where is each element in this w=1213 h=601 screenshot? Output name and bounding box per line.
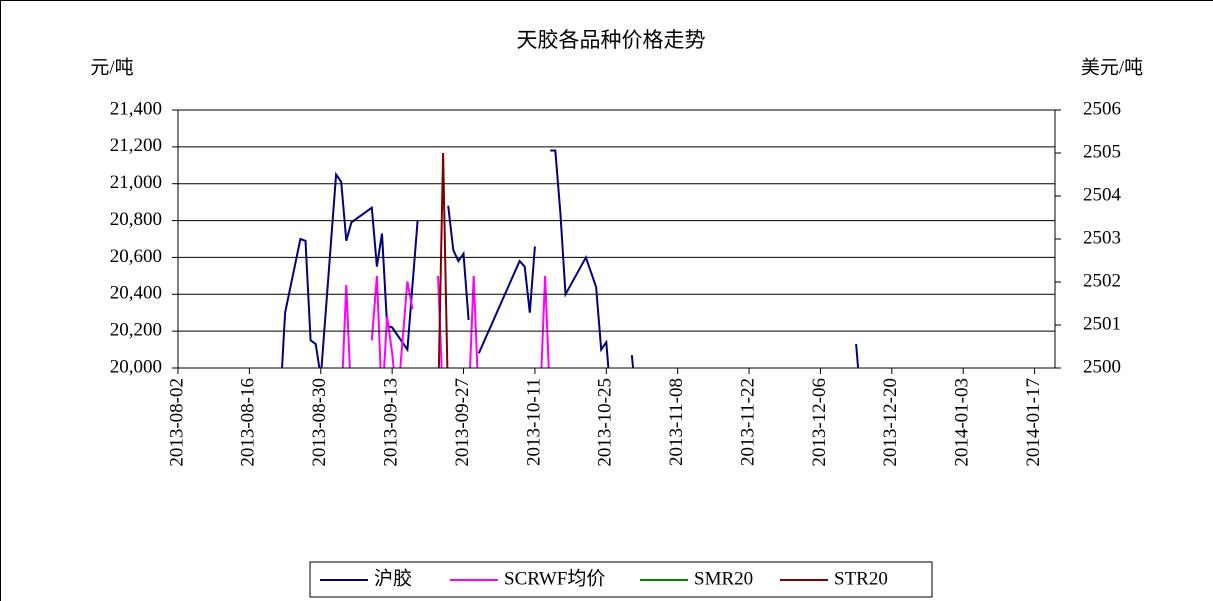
x-tick-label: 2013-08-30 (309, 378, 330, 467)
x-tick-label: 2013-12-20 (880, 378, 901, 467)
legend (309, 561, 933, 598)
y-tick-label: 20,000 (110, 356, 162, 377)
x-tick-label: 2013-11-08 (666, 378, 687, 466)
y2-axis-title: 美元/吨 (1081, 56, 1143, 78)
y-tick-label: 20,800 (110, 209, 162, 230)
y2-tick-label: 2506 (1083, 98, 1121, 119)
y2-tick-label: 2502 (1083, 270, 1121, 291)
x-tick-label: 2013-12-06 (809, 378, 830, 467)
legend-label: 沪胶 (374, 567, 412, 589)
x-tick-label: 2014-01-17 (1023, 378, 1044, 467)
x-tick-label: 2013-08-16 (238, 378, 259, 467)
series-line (437, 152, 449, 368)
y-tick-label: 20,600 (110, 246, 162, 267)
x-tick-label: 2013-10-11 (523, 378, 544, 466)
y-tick-label: 20,400 (110, 283, 162, 304)
chart-title: 天胶各品种价格走势 (517, 28, 706, 52)
plot-lines (281, 149, 860, 368)
y-tick-label: 20,200 (110, 320, 162, 341)
y2-tick-label: 2500 (1083, 356, 1121, 377)
x-tick-label: 2013-11-22 (737, 378, 758, 466)
x-tick-label: 2014-01-03 (952, 378, 973, 467)
x-tick-label: 2013-09-13 (381, 378, 402, 467)
y2-tick-label: 2501 (1083, 313, 1121, 334)
x-tick-label: 2013-08-02 (166, 378, 187, 467)
series-line (341, 275, 550, 368)
legend-label: STR20 (834, 568, 888, 589)
y-tick-label: 21,200 (110, 135, 162, 156)
x-tick-label: 2013-09-27 (452, 378, 473, 467)
y2-tick-label: 2505 (1083, 141, 1121, 162)
y-tick-label: 21,000 (110, 172, 162, 193)
y-axis-title: 元/吨 (90, 56, 133, 78)
legend-label: SCRWF均价 (504, 567, 605, 589)
x-tick-label: 2013-10-25 (595, 378, 616, 467)
legend-label: SMR20 (694, 568, 753, 589)
y2-tick-label: 2504 (1083, 184, 1122, 205)
y2-tick-label: 2503 (1083, 227, 1121, 248)
y-tick-label: 21,400 (110, 98, 162, 119)
